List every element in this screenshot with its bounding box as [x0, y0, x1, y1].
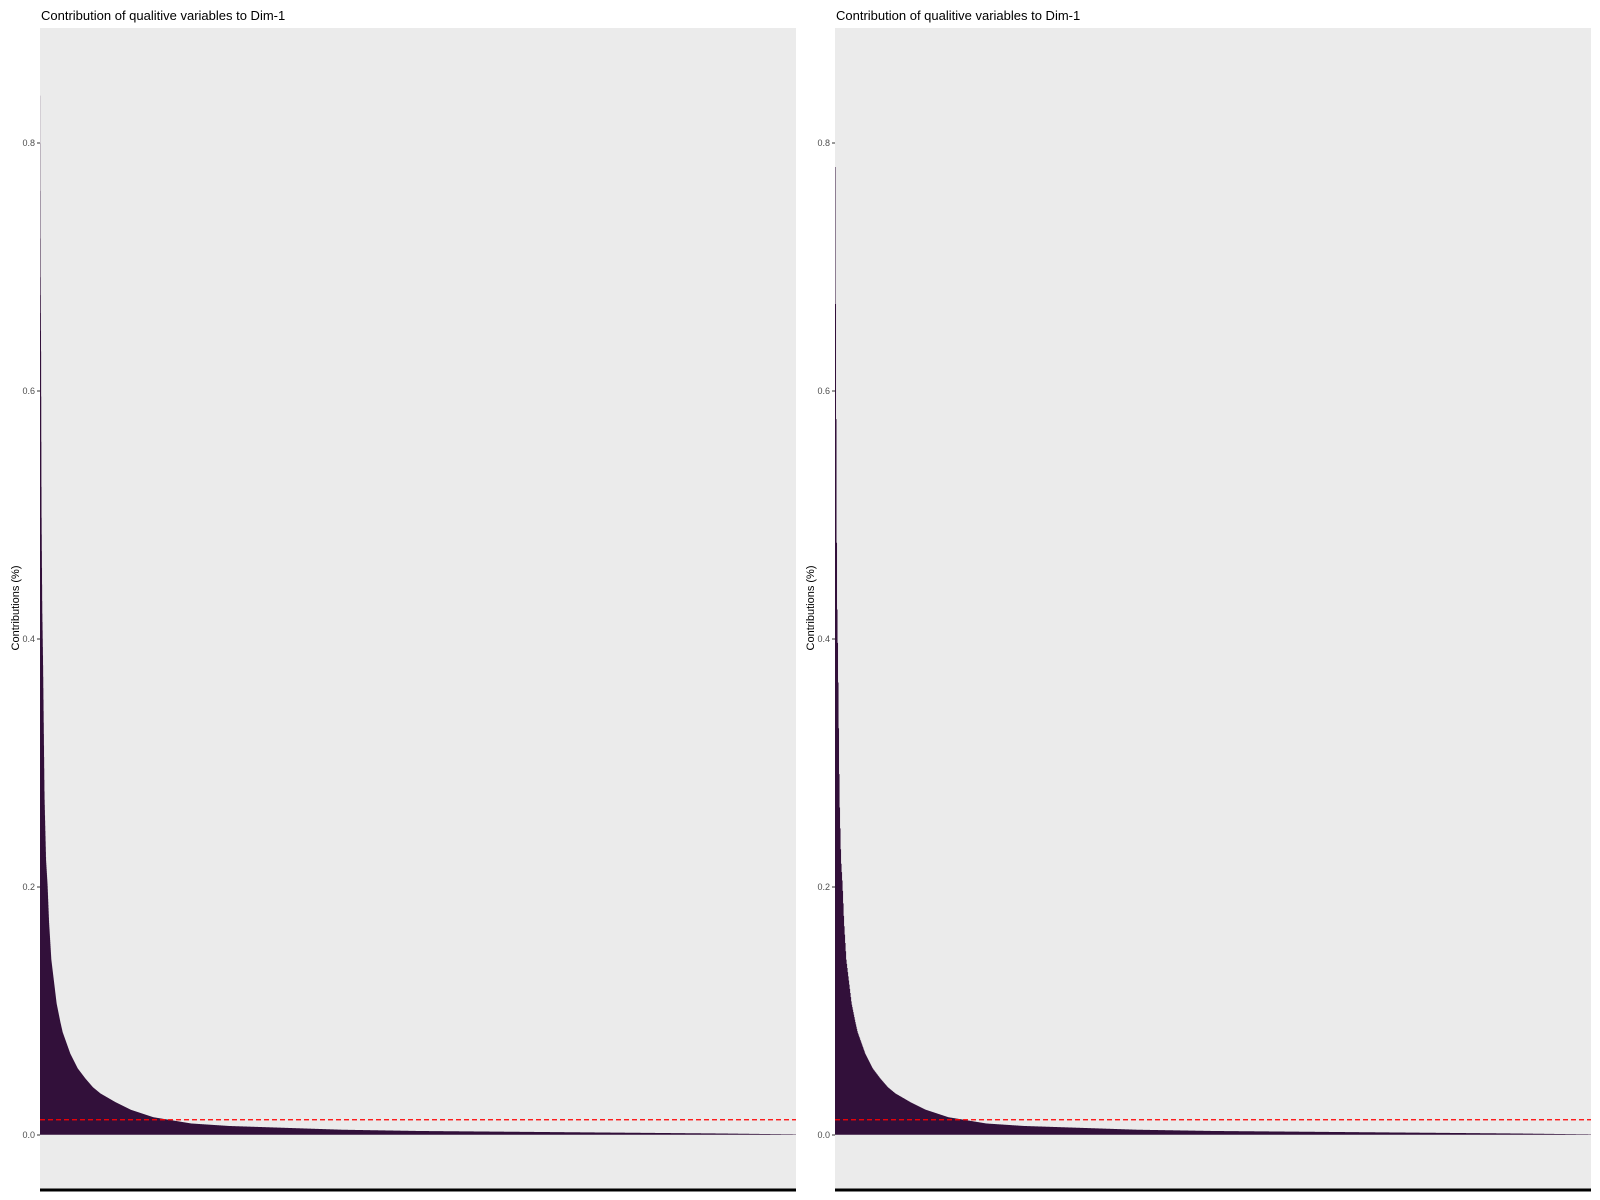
plot-background-left	[40, 28, 796, 1191]
y-tick-label: 0.2	[817, 882, 830, 892]
y-tick-label: 0.0	[22, 1130, 35, 1140]
y-tick-left-3: 0.6	[22, 386, 40, 396]
y-axis-label-left: Contributions (%)	[10, 566, 22, 651]
chart-panel-right: Contribution of qualitive variables to D…	[805, 8, 1591, 1192]
y-tick-label: 0.8	[817, 138, 830, 148]
chart-title-left: Contribution of qualitive variables to D…	[41, 8, 285, 23]
y-tick-label: 0.0	[817, 1130, 830, 1140]
y-tick-left-1: 0.2	[22, 882, 40, 892]
y-tick-left-2: 0.4	[22, 634, 40, 644]
y-tick-label: 0.6	[22, 386, 35, 396]
y-tick-right-2: 0.4	[817, 634, 835, 644]
y-tick-label: 0.4	[817, 634, 830, 644]
y-tick-left-4: 0.8	[22, 138, 40, 148]
chart-title-right: Contribution of qualitive variables to D…	[836, 8, 1080, 23]
y-axis-right: 0.0 0.2 0.4 0.6 0.8	[817, 138, 835, 1140]
y-tick-label: 0.6	[817, 386, 830, 396]
chart-panel-left: Contribution of qualitive variables to D…	[10, 8, 796, 1192]
y-tick-left-0: 0.0	[22, 1130, 40, 1140]
y-axis-label-right: Contributions (%)	[805, 566, 817, 651]
y-tick-right-4: 0.8	[817, 138, 835, 148]
y-tick-right-0: 0.0	[817, 1130, 835, 1140]
y-tick-label: 0.2	[22, 882, 35, 892]
y-axis-left: 0.0 0.2 0.4 0.6 0.8	[22, 138, 40, 1140]
y-tick-right-3: 0.6	[817, 386, 835, 396]
plot-background-right	[835, 28, 1591, 1191]
y-tick-right-1: 0.2	[817, 882, 835, 892]
y-tick-label: 0.8	[22, 138, 35, 148]
y-tick-label: 0.4	[22, 634, 35, 644]
